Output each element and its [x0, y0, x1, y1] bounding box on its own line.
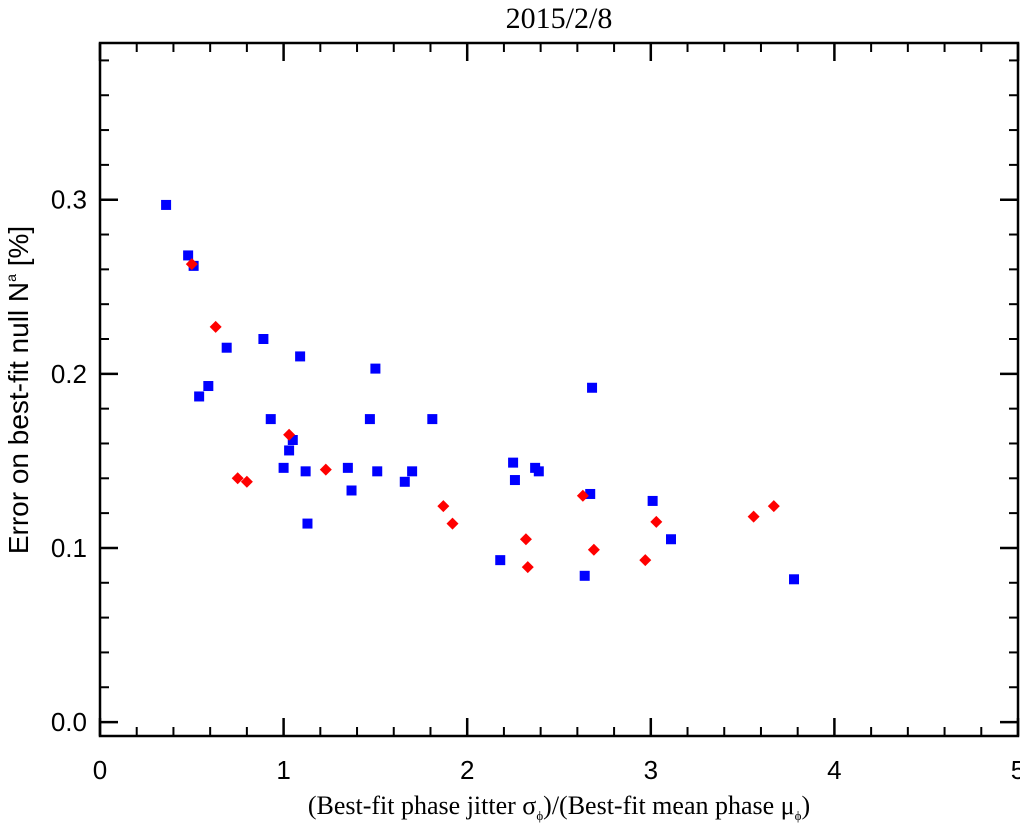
x-axis-label-prefix: (Best-fit phase jitter σ [308, 791, 536, 820]
x-axis-label: (Best-fit phase jitter σϕ)/(Best-fit mea… [308, 791, 810, 823]
x-tick-label: 4 [827, 755, 841, 785]
red-diamond-point [319, 463, 332, 476]
blue-square-point [302, 518, 313, 529]
axis-ticks [98, 43, 1020, 736]
axis-tick-labels: 0 1 2 3 4 5 0.0 0.1 0.2 0.3 [51, 185, 1020, 785]
x-axis-label-suffix: ) [801, 791, 810, 820]
red-diamond-point [185, 258, 198, 271]
blue-square-point [278, 462, 289, 473]
x-tick-label: 2 [460, 755, 474, 785]
blue-square-point [183, 250, 194, 261]
y-tick-label: 0.2 [51, 359, 87, 389]
y-axis-label-suffix: [%] [3, 226, 34, 274]
blue-square-point [370, 363, 381, 374]
blue-square-point [647, 495, 658, 506]
blue-square-point [265, 414, 276, 425]
blue-square-point [789, 574, 800, 585]
x-tick-label: 5 [1011, 755, 1020, 785]
red-diamond-point [437, 500, 450, 513]
red-diamond-point [446, 517, 459, 530]
red-diamond-point [521, 561, 534, 574]
blue-square-point [258, 334, 269, 345]
blue-square-point [585, 488, 596, 499]
x-axis-label-sub2: ϕ [795, 808, 802, 823]
blue-square-point [372, 466, 383, 477]
x-axis-label-sub1: ϕ [536, 808, 543, 823]
red-diamond-point [587, 543, 600, 556]
red-diamond-point [209, 320, 222, 333]
plot-frame [98, 41, 1020, 738]
y-tick-label: 0.1 [51, 533, 87, 563]
chart-title: 2015/2/8 [506, 2, 613, 35]
red-diamond-point [519, 533, 532, 546]
plot-area [98, 41, 1020, 738]
blue-square-point [665, 534, 676, 545]
blue-square-point [399, 476, 410, 487]
blue-square-point [495, 555, 506, 566]
red-diamond-point [283, 428, 296, 441]
x-tick-label: 1 [276, 755, 290, 785]
y-axis-label: Error on best-fit null Na [%] [3, 226, 34, 554]
y-axis-label-prefix: Error on best-fit null N [3, 282, 34, 554]
red-diamond-point [576, 489, 589, 502]
blue-square-point [194, 391, 205, 402]
blue-square-point [427, 414, 438, 425]
red-diamond-point [747, 510, 760, 523]
y-tick-label: 0.3 [51, 185, 87, 215]
blue-square-point [221, 342, 232, 353]
y-tick-label: 0.0 [51, 707, 87, 737]
blue-square-point [284, 445, 295, 456]
red-diamond-point [231, 472, 244, 485]
red-diamond-point [767, 500, 780, 513]
x-axis-label-middle: )/(Best-fit mean phase μ [543, 791, 794, 820]
blue-square-point [203, 381, 214, 392]
red-diamond-point [240, 475, 253, 488]
blue-square-point [508, 457, 519, 468]
blue-square-point [161, 199, 172, 210]
x-tick-label: 3 [644, 755, 658, 785]
blue-square-point [287, 434, 298, 445]
blue-square-point [346, 485, 357, 496]
x-tick-label: 0 [93, 755, 107, 785]
red-diamond-point [639, 554, 652, 567]
blue-square-point [300, 466, 311, 477]
blue-square-point [407, 466, 418, 477]
blue-square-point [295, 351, 306, 362]
blue-square-point [364, 414, 375, 425]
data-points [161, 199, 800, 585]
blue-square-point [509, 475, 520, 486]
red-diamond-point [650, 515, 663, 528]
y-axis-label-sup: a [3, 274, 19, 282]
blue-square-point [533, 466, 544, 477]
blue-square-point [587, 382, 598, 393]
blue-square-point [579, 570, 590, 581]
blue-square-point [342, 462, 353, 473]
